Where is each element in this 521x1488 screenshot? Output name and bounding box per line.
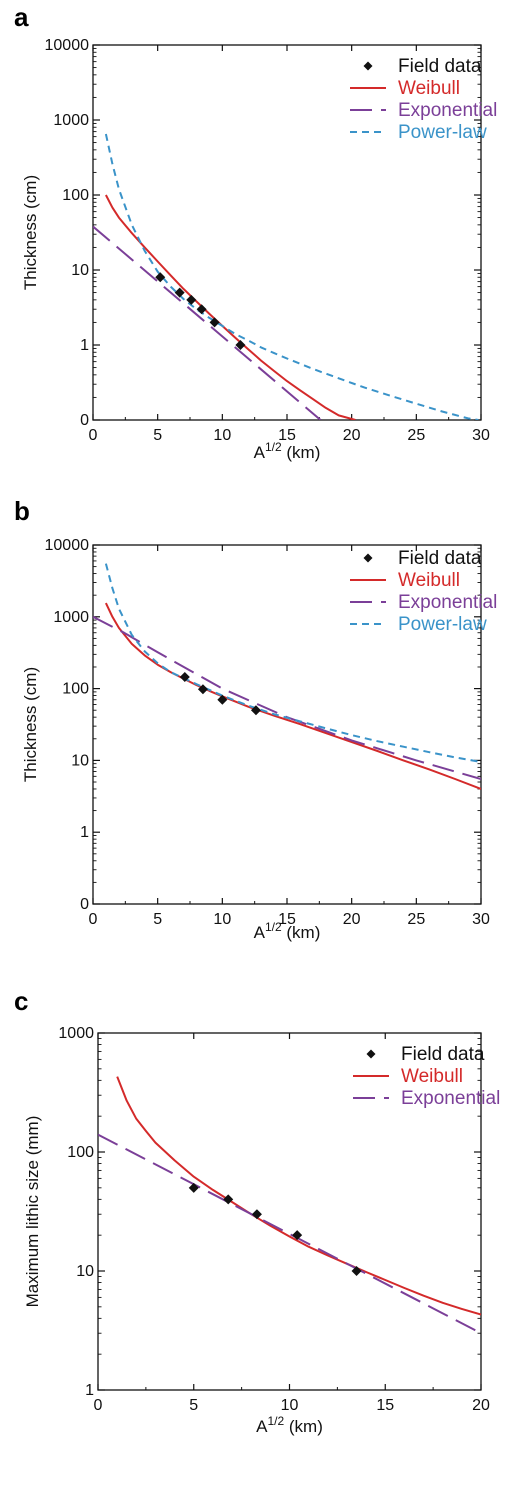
field-data-point — [235, 340, 246, 350]
x-tick-label: 15 — [278, 427, 296, 444]
chart-svg-c: c 0 5 10 15 20 1 10 100 1000 A1/2 (km) Maximum lith… — [14, 986, 500, 1436]
power-law-line — [104, 133, 479, 420]
legend-label-field-data: Field data — [398, 56, 482, 77]
chart-svg-a: a 0 5 10 15 20 25 30 0 1 10 100 1000 10000 A1/2 (km) Th… — [14, 2, 497, 462]
x-tick-label: 0 — [89, 911, 98, 928]
field-data-point — [186, 294, 197, 305]
field-data-point — [196, 304, 207, 315]
y-tick-label: 10000 — [45, 537, 90, 554]
exponential-line — [93, 225, 322, 420]
y-axis-title: Maximum lithic size (mm) — [23, 1116, 42, 1308]
legend-label-exponential: Exponential — [398, 592, 497, 613]
x-tick-label: 10 — [213, 911, 231, 928]
y-tick-label: 1 — [80, 824, 89, 841]
x-tick-label: 15 — [278, 911, 296, 928]
data-layer — [98, 1076, 481, 1335]
y-tick-label: 1 — [85, 1382, 94, 1399]
data-layer — [93, 133, 479, 420]
x-tick-label: 25 — [407, 427, 425, 444]
y-tick-label: 1000 — [53, 609, 89, 626]
field-data-point — [223, 1194, 234, 1205]
exponential-line — [98, 1133, 481, 1335]
field-data-point — [351, 1266, 362, 1276]
y-tick-label: 0 — [80, 412, 89, 429]
panel-label-c: c — [14, 986, 28, 1016]
x-axis-title: A1/2 (km) — [256, 1414, 323, 1436]
y-axis-title: Thickness (cm) — [21, 175, 40, 290]
legend-label-field-data: Field data — [401, 1044, 485, 1065]
field-data-point — [179, 672, 190, 683]
legend-marker-field-data — [363, 61, 373, 71]
weibull-line — [116, 1076, 481, 1316]
field-data-point — [209, 317, 220, 328]
legend-label-exponential: Exponential — [398, 100, 497, 121]
x-tick-label: 30 — [472, 911, 490, 928]
panel-label-a: a — [14, 2, 29, 32]
y-tick-label: 1000 — [53, 112, 89, 129]
y-tick-label: 1 — [80, 337, 89, 354]
legend-label-power-law: Power-law — [398, 614, 487, 635]
legend-label-power-law: Power-law — [398, 122, 487, 143]
exponential-line — [93, 615, 481, 780]
field-data-point — [251, 1209, 262, 1220]
x-tick-label: 0 — [94, 1397, 103, 1414]
x-tick-label: 5 — [153, 427, 162, 444]
x-tick-label: 30 — [472, 427, 490, 444]
y-tick-label: 10 — [76, 1263, 94, 1280]
x-axis-title: A1/2 (km) — [254, 920, 321, 942]
chart-panel-c: c 0 5 10 15 20 1 10 100 1000 A1/2 (km) Maximum lith… — [0, 980, 521, 1483]
field-data-point — [250, 705, 261, 716]
y-tick-label: 1000 — [58, 1025, 94, 1042]
field-data-point — [188, 1182, 199, 1193]
x-tick-label: 5 — [189, 1397, 198, 1414]
panel-label-b: b — [14, 496, 30, 526]
y-axis-title: Thickness (cm) — [21, 667, 40, 782]
x-tick-label: 0 — [89, 427, 98, 444]
chart-svg-b: b 0 5 10 15 20 25 30 0 1 10 100 1000 10000 A1/2 (km) Th… — [14, 496, 497, 942]
chart-panel-a: a 0 5 10 15 20 25 30 0 1 10 100 1000 10000 A1/2 (km) Th… — [0, 0, 521, 490]
weibull-line — [105, 194, 356, 420]
legend-label-weibull: Weibull — [398, 570, 460, 591]
y-tick-label: 100 — [67, 1144, 94, 1161]
y-tick-label: 10000 — [45, 37, 90, 54]
x-tick-label: 20 — [343, 427, 361, 444]
x-tick-label: 15 — [376, 1397, 394, 1414]
y-tick-label: 100 — [62, 187, 89, 204]
field-data-point — [217, 694, 228, 705]
y-tick-label: 10 — [71, 752, 89, 769]
x-tick-label: 20 — [343, 911, 361, 928]
field-data-point — [174, 287, 185, 298]
legend-marker-field-data — [366, 1049, 376, 1059]
x-tick-label: 10 — [213, 427, 231, 444]
x-axis-title: A1/2 (km) — [254, 440, 321, 462]
legend-label-weibull: Weibull — [398, 78, 460, 99]
x-tick-label: 5 — [153, 911, 162, 928]
legend-marker-field-data — [363, 553, 373, 563]
y-tick-label: 0 — [80, 896, 89, 913]
field-data-point — [155, 272, 166, 283]
legend-label-exponential: Exponential — [401, 1088, 500, 1109]
x-tick-label: 25 — [407, 911, 425, 928]
y-tick-label: 100 — [62, 681, 89, 698]
x-tick-label: 20 — [472, 1397, 490, 1414]
field-data-point — [197, 684, 208, 695]
y-tick-label: 10 — [71, 262, 89, 279]
x-tick-label: 10 — [281, 1397, 299, 1414]
legend-label-field-data: Field data — [398, 548, 482, 569]
chart-panel-b: b 0 5 10 15 20 25 30 0 1 10 100 1000 10000 A1/2 (km) Th… — [0, 490, 521, 980]
legend-label-weibull: Weibull — [401, 1066, 463, 1087]
field-data-point — [292, 1230, 303, 1241]
